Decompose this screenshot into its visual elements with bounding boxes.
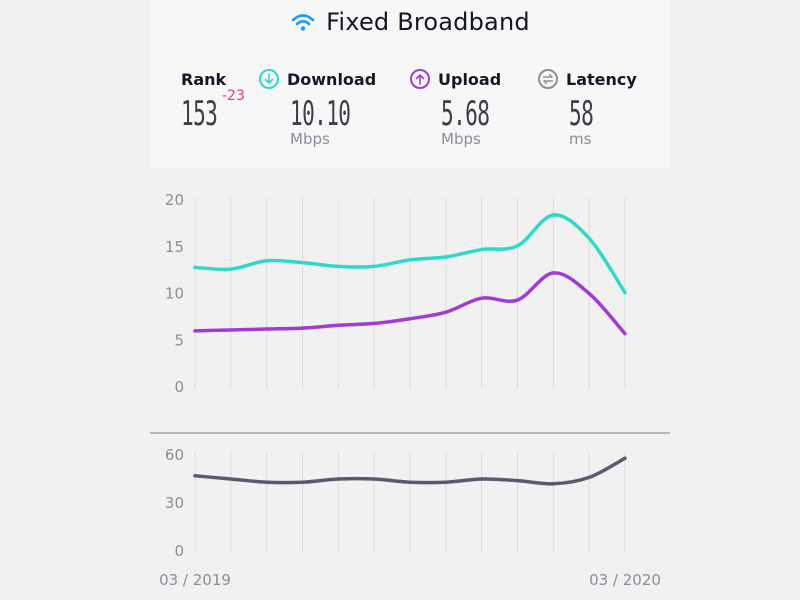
download-value: 10.10 xyxy=(290,94,351,134)
speed-series-line-1 xyxy=(193,271,627,336)
upload-arrow-icon xyxy=(410,69,430,89)
latency-label: Latency xyxy=(566,69,637,89)
upload-unit: Mbps xyxy=(441,130,481,148)
download-stat: Download 10.10 Mbps xyxy=(259,66,387,148)
speed-series-line-0 xyxy=(193,213,627,295)
x-tick-label-start: 03 / 2019 xyxy=(159,571,231,589)
latency-unit: ms xyxy=(569,130,592,148)
upload-label: Upload xyxy=(438,69,502,89)
upload-value: 5.68 xyxy=(441,94,490,134)
download-label: Download xyxy=(287,69,377,89)
rank-change-badge: -23 xyxy=(222,88,245,104)
x-tick-label-end: 03 / 2020 xyxy=(589,571,661,589)
speed-y-tick-label: 15 xyxy=(165,238,184,256)
rank-stat: Rank 153 xyxy=(181,66,239,135)
latency-value: 58 xyxy=(569,94,594,134)
download-unit: Mbps xyxy=(290,130,330,148)
latency-swap-icon xyxy=(538,69,558,89)
speed-y-tick-label: 10 xyxy=(165,285,184,303)
speed-y-tick-label: 20 xyxy=(165,191,184,209)
speed-y-tick-label: 5 xyxy=(174,331,184,349)
download-arrow-icon xyxy=(259,69,279,89)
rank-value: 153 xyxy=(181,94,218,134)
upload-stat: Upload 5.68 Mbps xyxy=(410,66,519,148)
latency-series-line-0 xyxy=(193,456,627,486)
wifi-icon xyxy=(290,11,316,33)
title-row: Fixed Broadband xyxy=(150,8,670,36)
rank-label: Rank xyxy=(181,69,227,89)
page-title: Fixed Broadband xyxy=(326,8,530,36)
latency-y-tick-label: 0 xyxy=(174,542,184,560)
latency-stat: Latency 58 ms xyxy=(538,66,637,148)
speed-y-tick-label: 0 xyxy=(174,378,184,396)
summary-card: Fixed Broadband Rank 153 -23 Download 10… xyxy=(150,0,670,168)
latency-y-tick-label: 30 xyxy=(165,494,184,512)
latency-y-tick-label: 60 xyxy=(165,446,184,464)
